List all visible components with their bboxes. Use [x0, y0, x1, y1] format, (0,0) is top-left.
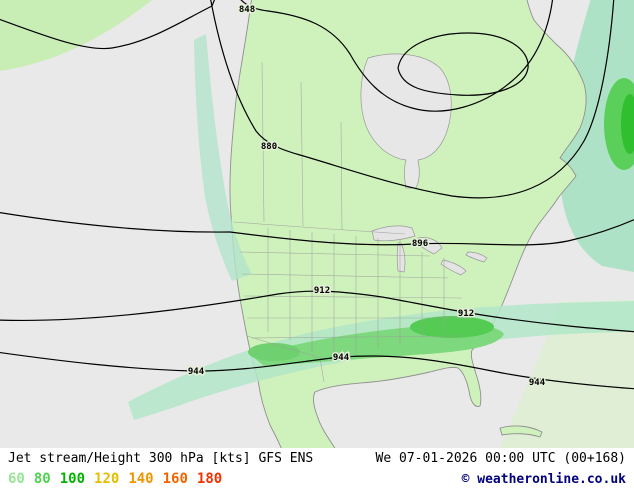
legend-value-60: 60 [8, 471, 25, 487]
jet-shading-rockies-band [194, 34, 252, 281]
jet-core-southeast-max [410, 316, 494, 338]
contour-line-848-west [0, 0, 216, 50]
legend-value-120: 120 [94, 471, 120, 487]
contour-label-944: 944 [333, 353, 350, 363]
jet-shading-northwest-pacific [0, 0, 152, 71]
contour-labels: 848 880 896 912 912 944 944 944 [186, 4, 547, 390]
wind-speed-legend: 60 80 100 120 140 160 180 [8, 469, 231, 490]
hudson-bay [360, 53, 452, 189]
contour-label-896: 896 [412, 239, 428, 249]
jet-shading-southern-band [128, 301, 634, 420]
contour-line-closed-low [397, 32, 529, 96]
contour-line-912 [0, 290, 634, 333]
lake-michigan [396, 242, 406, 273]
footer-legend-row: 60 80 100 120 140 160 180 © weatheronline.co.u… [0, 469, 634, 490]
legend-value-80: 80 [33, 471, 51, 487]
legend-value-140: 140 [128, 471, 154, 487]
legend-value-160: 160 [162, 471, 188, 487]
lake-ontario [465, 251, 488, 263]
contour-label-848: 848 [239, 5, 255, 15]
contour-line-880 [210, 0, 615, 199]
contour-label-912: 912 [314, 286, 330, 296]
contour-line-848 [240, 0, 554, 112]
chart-title: Jet stream/Height 300 hPa [kts] GFS ENS [8, 451, 314, 466]
footer: Jet stream/Height 300 hPa [kts] GFS ENS … [0, 448, 634, 490]
state-borders [239, 61, 470, 356]
height-contours [0, 0, 634, 390]
jet-shading-caribbean [499, 300, 634, 448]
valid-datetime: We 07-01-2026 00:00 UTC (00+168) [375, 451, 626, 466]
lake-huron [416, 237, 443, 255]
us-mexico-border [246, 335, 325, 383]
jet-shading-atlantic-band [559, 0, 634, 272]
jet-core-atlantic-max [621, 94, 634, 154]
footer-title-row: Jet stream/Height 300 hPa [kts] GFS ENS … [0, 448, 634, 469]
copyright: © weatheronline.co.uk [461, 472, 626, 487]
contour-label-880: 880 [261, 142, 277, 152]
contour-line-944 [0, 351, 634, 390]
contour-line-896 [0, 212, 634, 246]
canada-us-border [232, 221, 406, 235]
contour-label-912: 912 [458, 309, 474, 319]
weather-map: 848 880 896 912 912 944 944 944 [0, 0, 634, 448]
island-cuba [499, 425, 543, 438]
legend-value-100: 100 [59, 471, 86, 487]
jet-core-texas [248, 343, 300, 361]
contour-label-944: 944 [188, 367, 205, 377]
legend-value-180: 180 [196, 471, 223, 487]
contour-label-944: 944 [529, 378, 546, 388]
